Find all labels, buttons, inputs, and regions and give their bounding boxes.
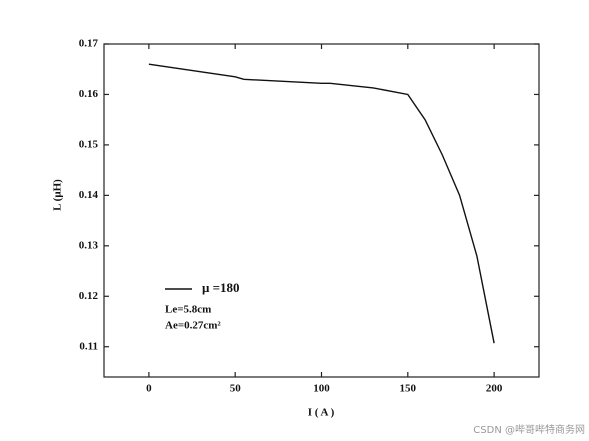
y-tick-label: 0.17	[79, 38, 99, 50]
y-tick-label: 0.13	[79, 239, 99, 251]
x-tick-label: 150	[400, 383, 417, 395]
y-tick-label: 0.14	[79, 189, 99, 201]
y-axis-label: L (μH)	[52, 179, 64, 211]
x-tick-label: 50	[230, 383, 242, 395]
annotation: Le=5.8cm	[165, 304, 211, 316]
x-tick-label: 0	[146, 383, 152, 395]
x-tick-label: 100	[313, 383, 330, 395]
y-tick-label: 0.11	[79, 340, 98, 352]
y-tick-label: 0.15	[79, 138, 99, 150]
x-tick-label: 200	[486, 383, 503, 395]
legend-label: μ =180	[202, 280, 240, 295]
data-line	[148, 63, 495, 344]
annotation: Ae=0.27cm²	[165, 320, 221, 332]
x-axis-label: I ( A )	[308, 407, 335, 419]
watermark: CSDN @哔哥哔特商务网	[473, 423, 585, 436]
y-tick-label: 0.12	[79, 290, 99, 302]
y-tick-label: 0.16	[79, 88, 99, 100]
